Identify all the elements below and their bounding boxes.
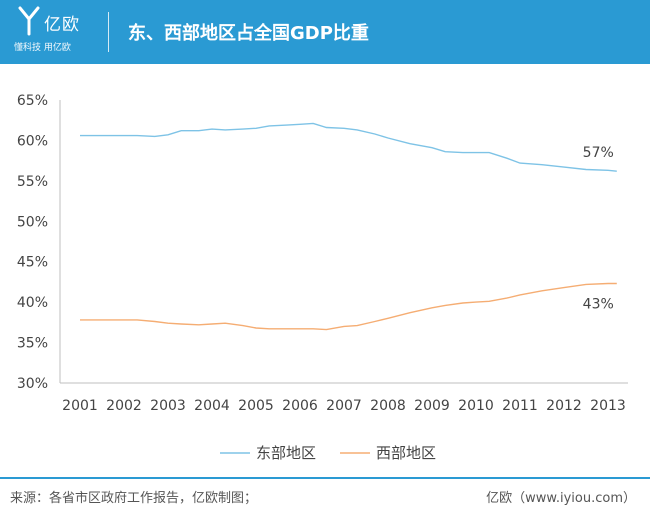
x-tick-label: 2005 (238, 398, 274, 414)
line-chart: 30%35%40%45%50%55%60%65% 2001 2002 2003 200… (17, 93, 628, 462)
data-label: 43% (583, 297, 614, 313)
x-tick-label: 2008 (370, 398, 406, 414)
x-axis-ticks: 2001 2002 2003 2004 2005 2006 2007 2008 2009 2010… (62, 398, 626, 414)
series-line-east (80, 122, 617, 172)
y-tick-label: 55% (17, 174, 48, 190)
x-tick-label: 2002 (106, 398, 142, 414)
x-tick-label: 2011 (502, 398, 538, 414)
x-tick-label: 2006 (282, 398, 318, 414)
x-tick-label: 2009 (414, 398, 450, 414)
footer-divider (0, 477, 650, 479)
y-tick-label: 35% (17, 336, 48, 352)
x-tick-label: 2001 (62, 398, 98, 414)
y-tick-label: 65% (17, 93, 48, 109)
y-axis-ticks: 30% 35% 40% 45% 50% 55% 60% 65% (17, 93, 48, 392)
logo: 亿欧 懂科技 用亿欧 (14, 6, 98, 58)
x-tick-label: 2003 (150, 398, 186, 414)
legend-label: 东部地区 (256, 444, 316, 462)
x-tick-label: 2013 (590, 398, 626, 414)
chart-legend: 东部地区 西部地区 (220, 444, 436, 462)
header-divider (108, 12, 109, 52)
logo-icon (18, 6, 40, 36)
y-tick-label: 45% (17, 255, 48, 271)
source-note: 来源：各省市区政府工作报告，亿欧制图； (10, 491, 258, 506)
y-tick-label: 50% (17, 214, 48, 230)
brand-credit: 亿欧（www.iyiou.com） (486, 491, 636, 506)
x-tick-label: 2012 (546, 398, 582, 414)
series-line-west (80, 282, 617, 331)
chart-axes (59, 100, 628, 384)
y-tick-label: 60% (17, 133, 48, 149)
x-tick-label: 2010 (458, 398, 494, 414)
chart-series (80, 122, 617, 331)
legend-label: 西部地区 (376, 444, 436, 462)
x-tick-label: 2004 (194, 398, 230, 414)
y-tick-label: 30% (17, 376, 48, 392)
header-banner: 亿欧 懂科技 用亿欧 东、西部地区占全国GDP比重 (0, 0, 650, 64)
x-tick-label: 2007 (326, 398, 362, 414)
chart-annotations: 57% 43% (583, 145, 614, 312)
logo-name: 亿欧 (44, 15, 80, 35)
data-label: 57% (583, 145, 614, 161)
logo-tagline: 懂科技 用亿欧 (14, 43, 71, 53)
page-title: 东、西部地区占全国GDP比重 (128, 23, 369, 44)
y-tick-label: 40% (17, 295, 48, 311)
